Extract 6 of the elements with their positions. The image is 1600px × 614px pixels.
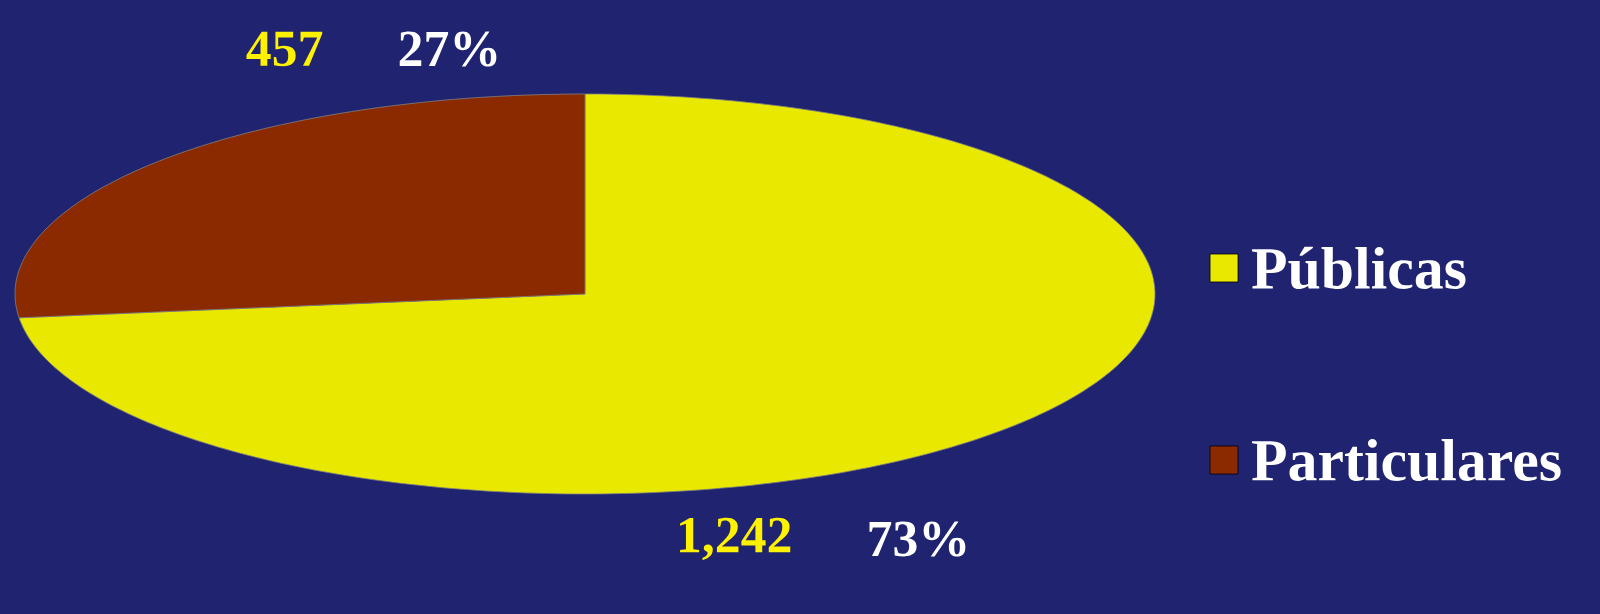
legend-label: Particulares [1252, 438, 1561, 482]
legend-label: Públicas [1252, 246, 1466, 290]
text: 27% [399, 31, 497, 67]
data-label: 457 [246, 31, 323, 67]
data-label: 1,242 [680, 517, 791, 561]
text: 73% [869, 521, 966, 557]
